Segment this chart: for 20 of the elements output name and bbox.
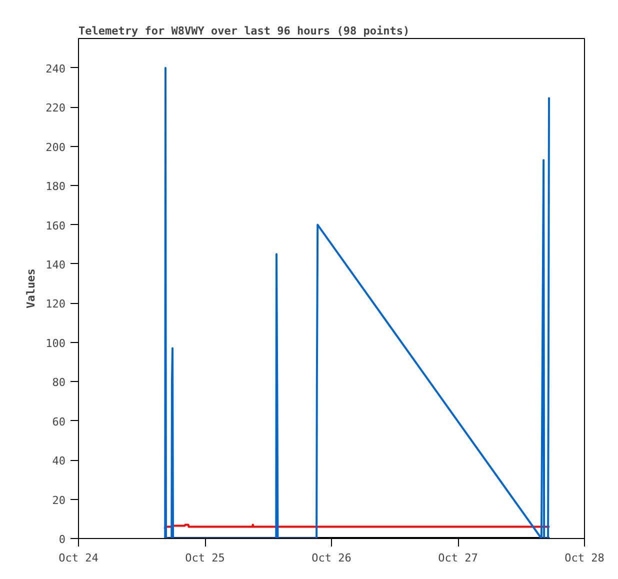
y-tick-label: 60 <box>52 415 66 428</box>
x-tick-label: Oct 24 <box>58 552 99 564</box>
y-tick-label: 140 <box>46 258 66 272</box>
y-axis-title: Values <box>24 268 38 308</box>
y-tick-label: 160 <box>46 219 66 232</box>
y-tick-label: 200 <box>46 140 66 154</box>
x-tick-label: Oct 25 <box>185 552 225 564</box>
y-tick-label: 40 <box>52 454 66 468</box>
y-tick-label: 120 <box>46 298 66 311</box>
y-tick-label: 100 <box>46 336 66 350</box>
y-tick-label: 240 <box>46 62 66 76</box>
x-tick-label: Oct 27 <box>438 552 478 564</box>
y-tick-label: 220 <box>46 102 66 115</box>
y-tick-label: 20 <box>52 494 66 507</box>
chart-title: Telemetry for W8VWY over last 96 hours (98 points) <box>78 24 410 38</box>
x-tick-label: Oct 26 <box>312 552 352 564</box>
y-tick-label: 180 <box>46 180 66 194</box>
y-tick-label: 80 <box>52 376 66 390</box>
x-tick-label: Oct 28 <box>564 552 604 564</box>
y-tick-label: 0 <box>58 533 66 546</box>
